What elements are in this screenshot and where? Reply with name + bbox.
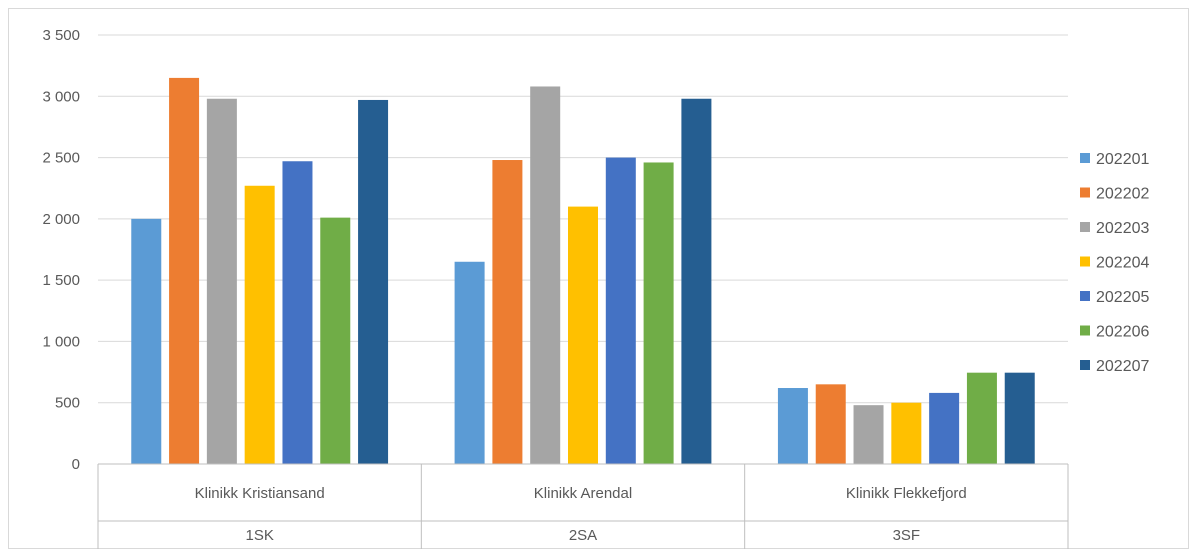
bars: [131, 77, 1035, 465]
bar-202204-2: [568, 206, 598, 464]
bar-202202-2: [492, 160, 523, 464]
bar-202206-3: [966, 372, 997, 464]
bar-202204-3: [891, 402, 922, 464]
y-tick-label: 2 000: [42, 211, 80, 228]
y-tick-label: 3 000: [42, 88, 80, 105]
legend-swatch-202205: [1080, 291, 1090, 301]
legend-label-202205: 202205: [1096, 289, 1149, 306]
legend-swatch-202201: [1080, 153, 1090, 163]
legend-label-202203: 202203: [1096, 220, 1149, 237]
x-category-label: Klinikk Kristiansand: [195, 485, 325, 502]
bar-202206-2: [643, 162, 674, 464]
x-axis: Klinikk Kristiansand 1SK Klinikk Arendal 2S…: [97, 463, 1069, 549]
y-tick-label: 1 500: [42, 272, 80, 289]
bar-202201-3: [777, 388, 808, 464]
legend-label-202201: 202201: [1096, 151, 1149, 168]
y-axis-ticks: 0 500 1 000 1 500 2 000 2 500 3 000 3 500: [42, 27, 80, 473]
bar-202205-1: [282, 161, 313, 464]
y-tick-label: 2 500: [42, 150, 80, 167]
legend-label-202204: 202204: [1096, 255, 1149, 272]
bar-202203-2: [530, 86, 561, 464]
x-category-label: Klinikk Flekkefjord: [846, 485, 967, 502]
x-group-label: 2SA: [569, 527, 597, 544]
bar-202201-2: [454, 261, 485, 464]
y-tick-label: 1 000: [42, 333, 80, 350]
x-group-label: 3SF: [893, 527, 921, 544]
legend-label-202207: 202207: [1096, 358, 1149, 375]
y-tick-label: 3 500: [42, 27, 80, 44]
bar-202203-3: [853, 405, 884, 464]
bar-202205-3: [929, 392, 960, 464]
bar-202201-1: [131, 218, 162, 464]
bar-202202-3: [815, 384, 846, 464]
bar-202207-3: [1004, 372, 1035, 464]
bar-202205-2: [605, 157, 636, 464]
legend-swatch-202207: [1080, 360, 1090, 370]
bar-202203-1: [206, 98, 237, 465]
x-group-label: 1SK: [245, 527, 273, 544]
y-tick-label: 0: [72, 456, 80, 473]
bar-202206-1: [320, 217, 351, 464]
legend-swatch-202206: [1080, 325, 1090, 336]
legend-swatch-202202: [1080, 187, 1090, 198]
bar-202202-1: [169, 77, 200, 465]
legend: 202201 202202 202203 202204 202205 202206 2022…: [1080, 151, 1149, 375]
bar-202204-1: [244, 185, 275, 464]
legend-label-202206: 202206: [1096, 324, 1149, 341]
bar-202207-2: [681, 98, 712, 465]
x-category-label: Klinikk Arendal: [534, 485, 632, 502]
bar-202207-1: [358, 99, 389, 465]
legend-label-202202: 202202: [1096, 186, 1149, 203]
legend-swatch-202204: [1080, 256, 1090, 267]
legend-swatch-202203: [1080, 222, 1090, 232]
y-tick-label: 500: [55, 395, 80, 412]
